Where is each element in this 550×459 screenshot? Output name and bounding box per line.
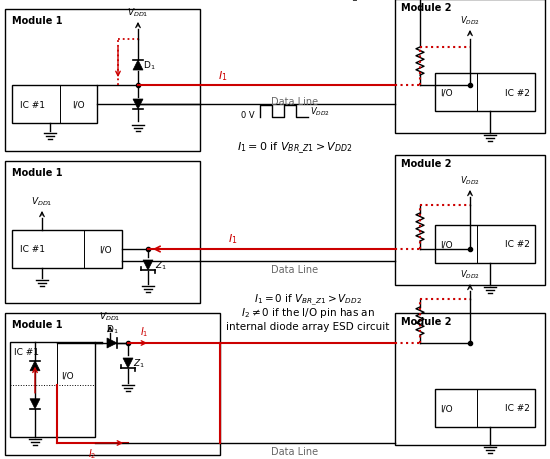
- Text: 0 V: 0 V: [241, 111, 255, 120]
- Text: I/O: I/O: [72, 100, 85, 109]
- Text: $Z_1$: $Z_1$: [155, 259, 167, 272]
- Bar: [435, 225, 535, 263]
- Bar: [10, 342, 95, 437]
- Text: IC #1: IC #1: [20, 245, 45, 254]
- Text: I/O: I/O: [61, 371, 74, 380]
- Text: I/O: I/O: [440, 240, 453, 249]
- Text: Module 1: Module 1: [12, 16, 63, 26]
- Polygon shape: [143, 260, 153, 270]
- Text: Module 1: Module 1: [12, 319, 63, 329]
- Text: $I_1$: $I_1$: [140, 325, 148, 338]
- Text: $V_{DD2}$: $V_{DD2}$: [460, 15, 480, 27]
- Text: Data Line: Data Line: [272, 446, 318, 456]
- Text: IC #1: IC #1: [20, 100, 45, 109]
- Text: $I_1$: $I_1$: [218, 69, 228, 83]
- Text: $V_{DD2}$: $V_{DD2}$: [460, 174, 480, 187]
- Bar: [395, 156, 545, 285]
- Text: $V_{DD2}$: $V_{DD2}$: [310, 106, 330, 118]
- Text: D$_1$: D$_1$: [143, 60, 156, 72]
- Text: Data Line: Data Line: [272, 97, 318, 107]
- Text: $I_1 \neq 0$ if $V_{DD2} > V_{DD1} + V_{f\_D1}$: $I_1 \neq 0$ if $V_{DD2} > V_{DD1} + V_{…: [222, 0, 368, 4]
- Text: D$_1$: D$_1$: [106, 323, 118, 335]
- Text: Module 2: Module 2: [401, 316, 452, 326]
- Text: Data Line: Data Line: [272, 264, 318, 274]
- Text: internal diode array ESD circuit: internal diode array ESD circuit: [226, 321, 390, 331]
- Text: I/O: I/O: [100, 245, 112, 254]
- Bar: [5, 10, 200, 151]
- Bar: [395, 313, 545, 445]
- Polygon shape: [123, 358, 133, 368]
- Bar: [12, 86, 97, 124]
- Text: Module 2: Module 2: [401, 3, 452, 13]
- Text: $Z_1$: $Z_1$: [133, 357, 145, 369]
- Text: $V_{DD1}$: $V_{DD1}$: [100, 310, 120, 322]
- Bar: [435, 74, 535, 112]
- Bar: [5, 162, 200, 303]
- Text: $V_{DD2}$: $V_{DD2}$: [460, 268, 480, 280]
- Polygon shape: [30, 361, 40, 371]
- Polygon shape: [107, 338, 117, 348]
- Polygon shape: [30, 399, 40, 409]
- Text: Module 1: Module 1: [12, 168, 63, 178]
- Text: $I_1 = 0$ if $V_{BR\_Z1} > V_{DD2}$: $I_1 = 0$ if $V_{BR\_Z1} > V_{DD2}$: [237, 140, 353, 156]
- Text: $V_{DD1}$: $V_{DD1}$: [127, 6, 148, 19]
- Text: Module 2: Module 2: [401, 159, 452, 168]
- Polygon shape: [133, 100, 143, 110]
- Polygon shape: [133, 61, 143, 71]
- Text: $I_2 \neq 0$ if the I/O pin has an: $I_2 \neq 0$ if the I/O pin has an: [241, 305, 375, 319]
- Text: $V_{DD1}$: $V_{DD1}$: [31, 195, 53, 207]
- Bar: [12, 230, 122, 269]
- Text: I/O: I/O: [440, 88, 453, 97]
- Text: $I_1 = 0$ if $V_{BR\_Z1} > V_{DD2}$: $I_1 = 0$ if $V_{BR\_Z1} > V_{DD2}$: [254, 292, 362, 308]
- Text: IC #2: IC #2: [505, 403, 530, 413]
- Text: IC #2: IC #2: [505, 240, 530, 249]
- Text: IC #1: IC #1: [14, 347, 39, 356]
- Text: $I_2$: $I_2$: [88, 446, 97, 459]
- Text: IC #2: IC #2: [505, 88, 530, 97]
- Bar: [5, 313, 220, 455]
- Bar: [435, 389, 535, 427]
- Text: $I_1$: $I_1$: [228, 232, 238, 246]
- Bar: [395, 0, 545, 134]
- Text: I/O: I/O: [440, 403, 453, 413]
